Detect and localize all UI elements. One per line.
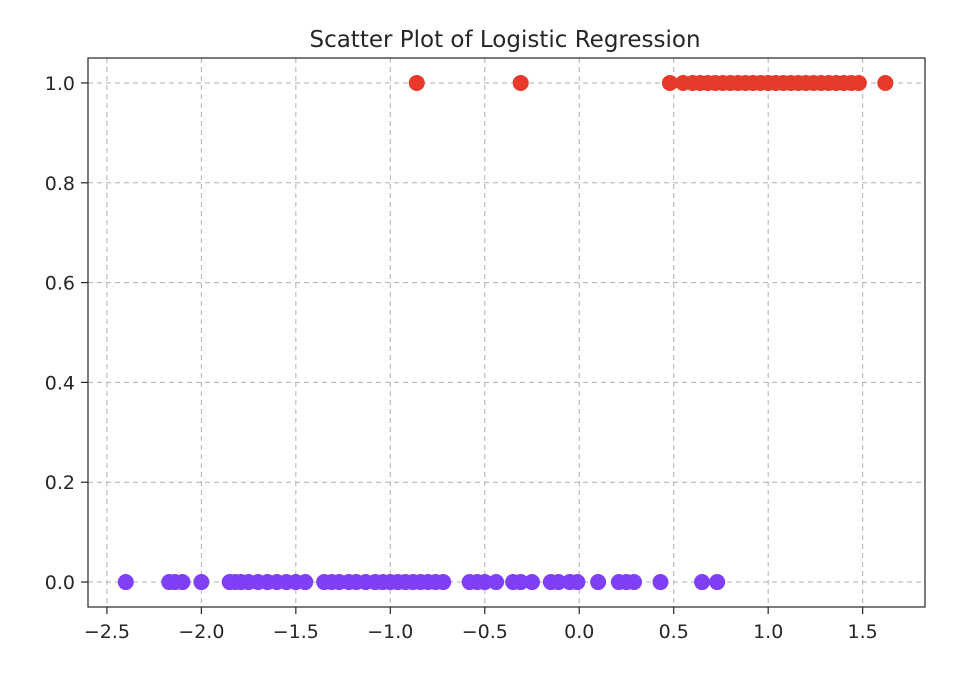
scatter-point [193, 574, 210, 591]
y-axis: 0.0 0.2 0.4 0.6 0.8 1.0 [45, 73, 88, 594]
scatter-point [709, 574, 726, 591]
scatter-point [435, 574, 452, 591]
scatter-point [661, 74, 678, 91]
x-tick-label: −2.0 [178, 621, 224, 643]
scatter-point [297, 574, 314, 591]
scatter-point [652, 574, 669, 591]
data-points [117, 74, 894, 591]
x-tick-label: 0.0 [564, 621, 594, 643]
x-tick-label: 1.5 [848, 621, 878, 643]
scatter-point [550, 574, 567, 591]
scatter-point [408, 74, 425, 91]
y-tick-label: 1.0 [45, 73, 75, 95]
y-tick-label: 0.4 [45, 372, 75, 394]
scatter-point [877, 74, 894, 91]
x-tick-label: −1.0 [367, 621, 413, 643]
scatter-point [512, 574, 529, 591]
scatter-point [512, 74, 529, 91]
scatter-point [488, 574, 505, 591]
plot-area-frame [87, 57, 926, 608]
chart-title: Scatter Plot of Logistic Regression [309, 27, 700, 53]
scatter-point [569, 574, 586, 591]
x-tick-label: −0.5 [462, 621, 508, 643]
scatter-point [850, 74, 867, 91]
scatter-point [626, 574, 643, 591]
y-tick-label: 0.0 [45, 572, 75, 594]
scatter-point [590, 574, 607, 591]
grid-lines [88, 58, 925, 607]
y-tick-label: 0.2 [45, 472, 75, 494]
scatter-point [174, 574, 191, 591]
scatter-point [694, 574, 711, 591]
scatter-point [476, 574, 493, 591]
scatter-point [524, 574, 541, 591]
scatter-point [117, 574, 134, 591]
x-tick-label: 0.5 [659, 621, 689, 643]
y-tick-label: 0.6 [45, 273, 75, 295]
x-tick-label: −2.5 [84, 621, 130, 643]
y-tick-label: 0.8 [45, 173, 75, 195]
x-axis: −2.5 −2.0 −1.5 −1.0 −0.5 0.0 0.5 1.0 1.5 [84, 607, 878, 643]
x-tick-label: −1.5 [273, 621, 319, 643]
x-tick-label: 1.0 [753, 621, 783, 643]
